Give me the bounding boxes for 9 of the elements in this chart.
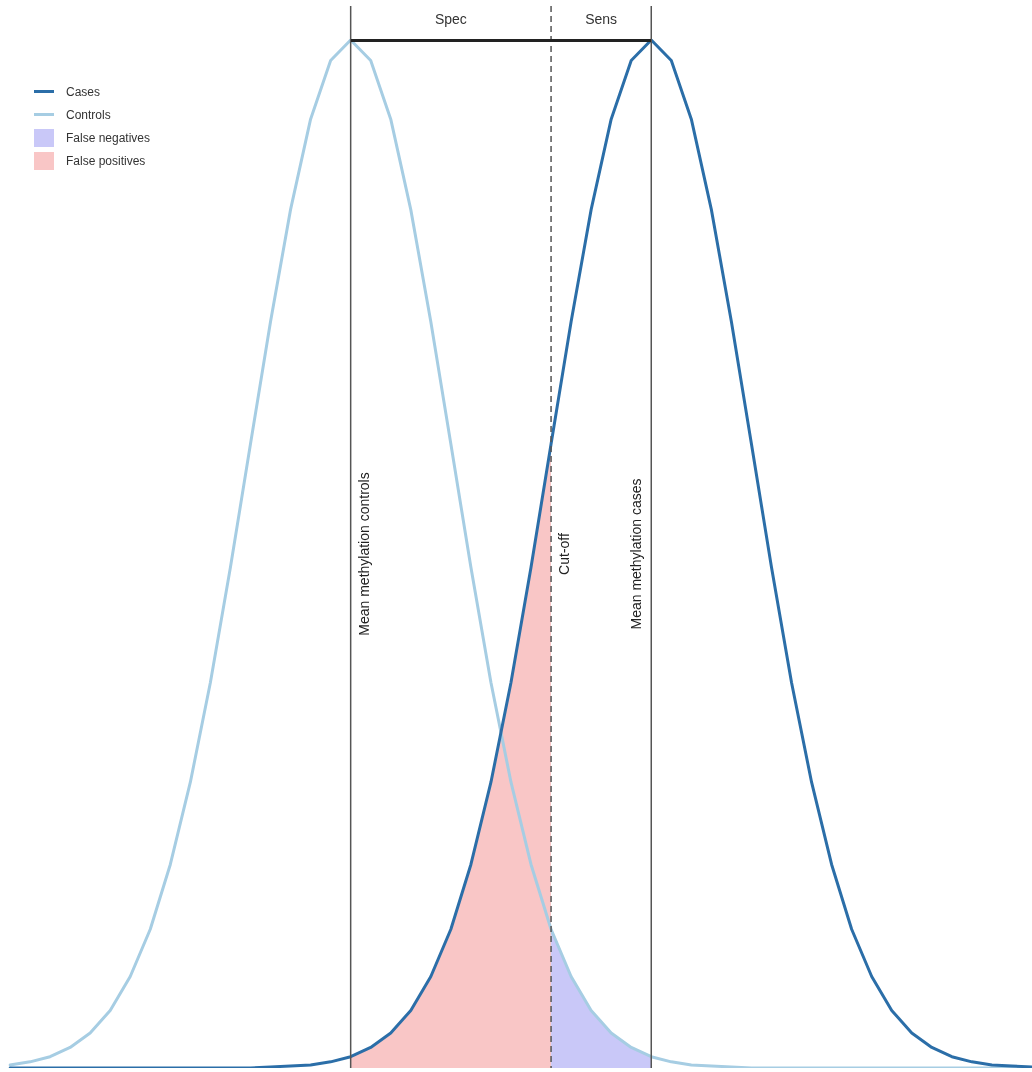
- legend-label: Controls: [66, 107, 111, 122]
- annotation: Mean methylation cases: [628, 478, 645, 630]
- text: Spec: [434, 10, 467, 27]
- annotation: Mean methylation controls: [355, 472, 372, 636]
- text: Sens: [585, 10, 618, 27]
- legend-label: False positives: [66, 153, 146, 168]
- legend-label: False negatives: [66, 130, 151, 145]
- legend-label: Cases: [66, 84, 101, 99]
- annotation: Cut-off: [555, 533, 572, 575]
